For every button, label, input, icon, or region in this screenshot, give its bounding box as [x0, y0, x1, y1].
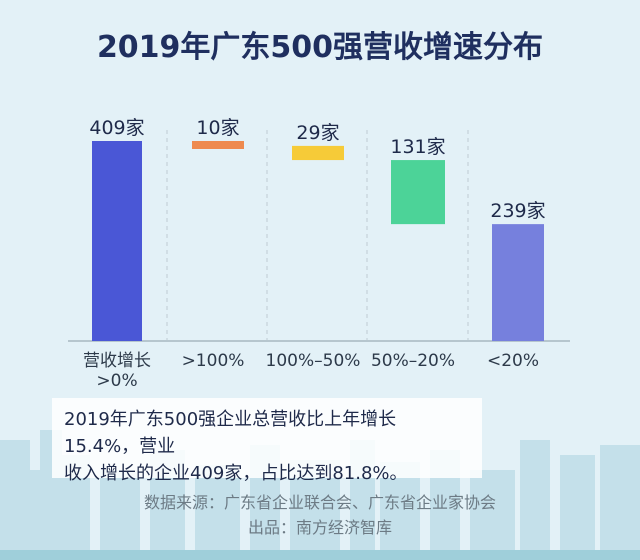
building	[520, 440, 550, 560]
ground	[0, 550, 640, 560]
bar	[492, 224, 544, 341]
x-tick-label: 50%–20%	[371, 351, 455, 371]
data-source: 数据来源：广东省企业联合会、广东省企业家协会	[143, 493, 496, 512]
building	[100, 470, 140, 560]
producer: 出品：南方经济智库	[247, 518, 392, 537]
x-tick-label: <20%	[487, 351, 539, 371]
data-label: 10家	[196, 117, 239, 139]
x-tick-label: >100%	[182, 351, 245, 371]
building	[18, 470, 43, 560]
bar	[192, 141, 244, 149]
building	[195, 465, 240, 560]
bar	[292, 145, 344, 161]
data-label: 131家	[390, 136, 445, 158]
building	[380, 462, 420, 560]
bar	[391, 160, 445, 225]
bar	[92, 141, 142, 341]
summary-note: 2019年广东500强企业总营收比上年增长15.4%，营业 收入增长的企业409…	[52, 398, 482, 484]
chart-title: 2019年广东500强营收增速分布	[96, 30, 544, 65]
data-label: 239家	[490, 200, 545, 222]
building	[560, 455, 595, 560]
building	[470, 470, 515, 560]
data-label: 29家	[296, 122, 339, 144]
x-tick-label: 营收增长	[83, 351, 151, 371]
building	[600, 445, 640, 560]
data-label: 409家	[89, 117, 144, 139]
summary-line-2: 收入增长的企业409家，占比达到81.8%。	[64, 463, 408, 484]
x-tick-label: 100%–50%	[266, 351, 361, 371]
x-tick-label: >0%	[96, 371, 137, 391]
summary-line-1: 2019年广东500强企业总营收比上年增长15.4%，营业	[64, 409, 397, 457]
